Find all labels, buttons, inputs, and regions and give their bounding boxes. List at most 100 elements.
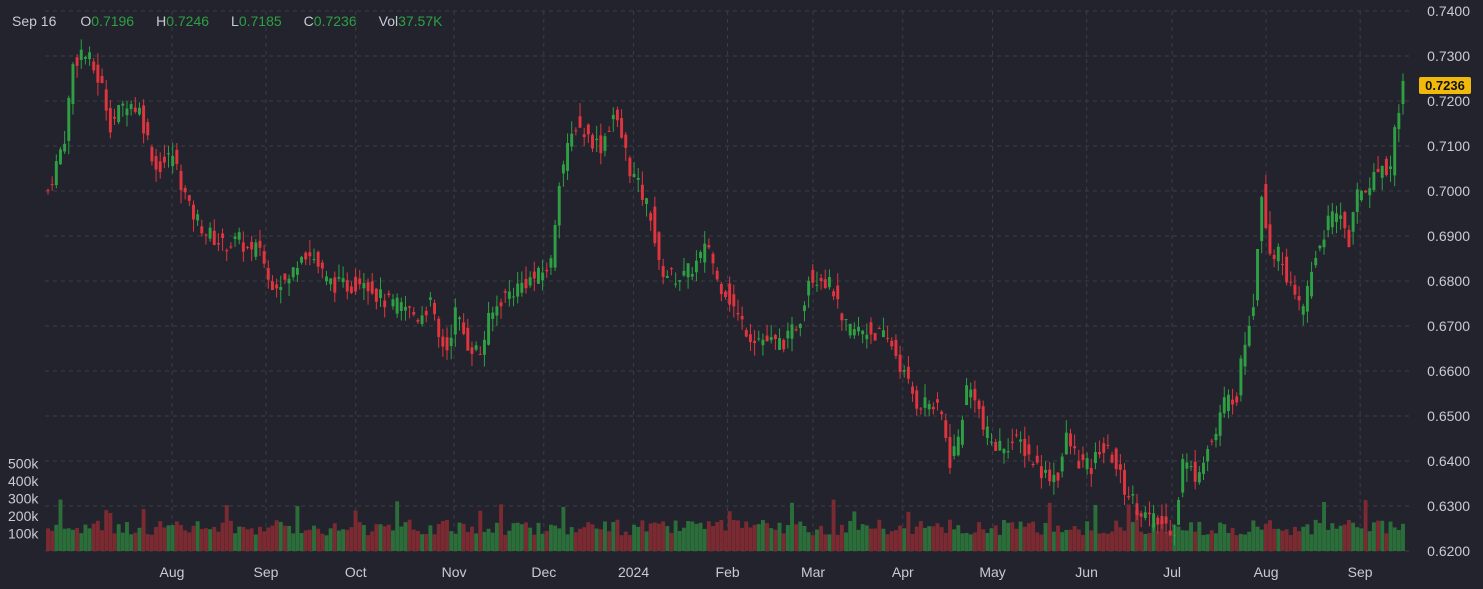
volume-bar (195, 521, 200, 551)
candle-body (162, 156, 166, 163)
candle-body (349, 286, 353, 293)
volume-bar (1064, 529, 1069, 551)
candle-body (341, 278, 345, 283)
volume-bar (781, 533, 786, 551)
volume-bar (403, 522, 408, 551)
volume-bar (1243, 534, 1248, 551)
volume-bar (499, 504, 504, 551)
candle-body (881, 330, 885, 338)
volume-bar (370, 531, 375, 551)
candle-body (815, 284, 819, 286)
volume-bar (715, 522, 720, 551)
candle-body (728, 283, 732, 305)
candle-body (320, 262, 324, 269)
volume-bar (486, 528, 491, 551)
volume-bar (947, 519, 952, 551)
candle-body (449, 337, 453, 347)
volume-bar (740, 527, 745, 551)
high-readout: H0.7246 (156, 13, 210, 29)
volume-bar (1305, 524, 1310, 551)
volume-bar (154, 526, 159, 551)
candle-body (129, 104, 133, 110)
volume-bar (524, 522, 528, 551)
candle-body (1218, 412, 1222, 436)
volume-bar (1238, 533, 1243, 551)
candle-body (628, 157, 632, 177)
volume-bar (640, 520, 645, 551)
candle-body (1239, 358, 1243, 396)
volume-bar (208, 529, 213, 551)
volume-bar (952, 529, 957, 551)
candle-body (420, 315, 424, 325)
candle-body (798, 324, 802, 329)
candle-body (645, 198, 648, 204)
volume-bar (711, 525, 715, 551)
candle-body (724, 291, 727, 298)
volume-bar (1039, 534, 1044, 551)
candle-body (836, 285, 840, 300)
y-tick-label: 0.7300 (1427, 48, 1470, 64)
candle-body (1123, 470, 1126, 495)
x-tick-label: 2024 (618, 564, 649, 580)
volume-bar (1097, 533, 1102, 551)
candle-body (761, 339, 765, 346)
candle-body (757, 338, 761, 340)
candle-body (541, 272, 545, 281)
candle-body (994, 442, 998, 451)
volume-bar (1268, 520, 1272, 551)
volume-bar (316, 528, 321, 551)
volume-bar (1347, 520, 1351, 551)
volume-bar (1006, 522, 1011, 551)
volume-bar (424, 534, 429, 551)
candle-body (944, 420, 948, 438)
volume-bar (1322, 502, 1326, 551)
volume-bar (694, 523, 699, 551)
candle-body (175, 149, 179, 164)
volume-bar (889, 531, 894, 551)
volume-bar (881, 528, 886, 551)
volume-bar (1072, 526, 1077, 551)
candle-body (304, 252, 308, 260)
volume-bar (914, 526, 919, 551)
x-tick-label: Sep (254, 564, 279, 580)
candle-body (495, 306, 499, 316)
candle-body (1276, 246, 1280, 262)
volume-bar (540, 533, 545, 551)
candle-body (117, 105, 121, 123)
volume-bar (415, 530, 420, 551)
volume-bar (445, 519, 449, 551)
volume-bar (145, 534, 150, 551)
volume-bar (1022, 526, 1027, 551)
candle-body (640, 184, 644, 200)
volume-bar (698, 522, 703, 551)
volume-bar (619, 535, 624, 551)
y-tick-label: 0.7100 (1427, 138, 1470, 154)
candle-body (254, 242, 258, 257)
candle-body (744, 330, 748, 337)
volume-bar (873, 528, 878, 551)
volume-bar (449, 531, 454, 551)
candle-body (778, 338, 781, 350)
candle-body (861, 330, 865, 335)
volume-bar (773, 529, 778, 551)
candle-body (491, 312, 495, 319)
volume-bar (478, 510, 483, 551)
candle-body (736, 312, 740, 315)
volume-bar (681, 527, 686, 551)
volume-bar (582, 527, 587, 551)
candle-body (1002, 448, 1006, 454)
volume-bar (1313, 519, 1318, 551)
candle-body (595, 138, 599, 141)
candle-body (1023, 438, 1027, 456)
candle-body (408, 306, 412, 308)
volume-bar (661, 521, 666, 551)
volume-bar (1226, 532, 1231, 551)
candle-body (657, 232, 661, 260)
candle-body (719, 283, 723, 295)
candle-body (179, 170, 183, 191)
candle-body (990, 441, 993, 443)
candle-body (582, 134, 586, 138)
candle-body (445, 337, 449, 351)
candle-body (54, 161, 58, 186)
